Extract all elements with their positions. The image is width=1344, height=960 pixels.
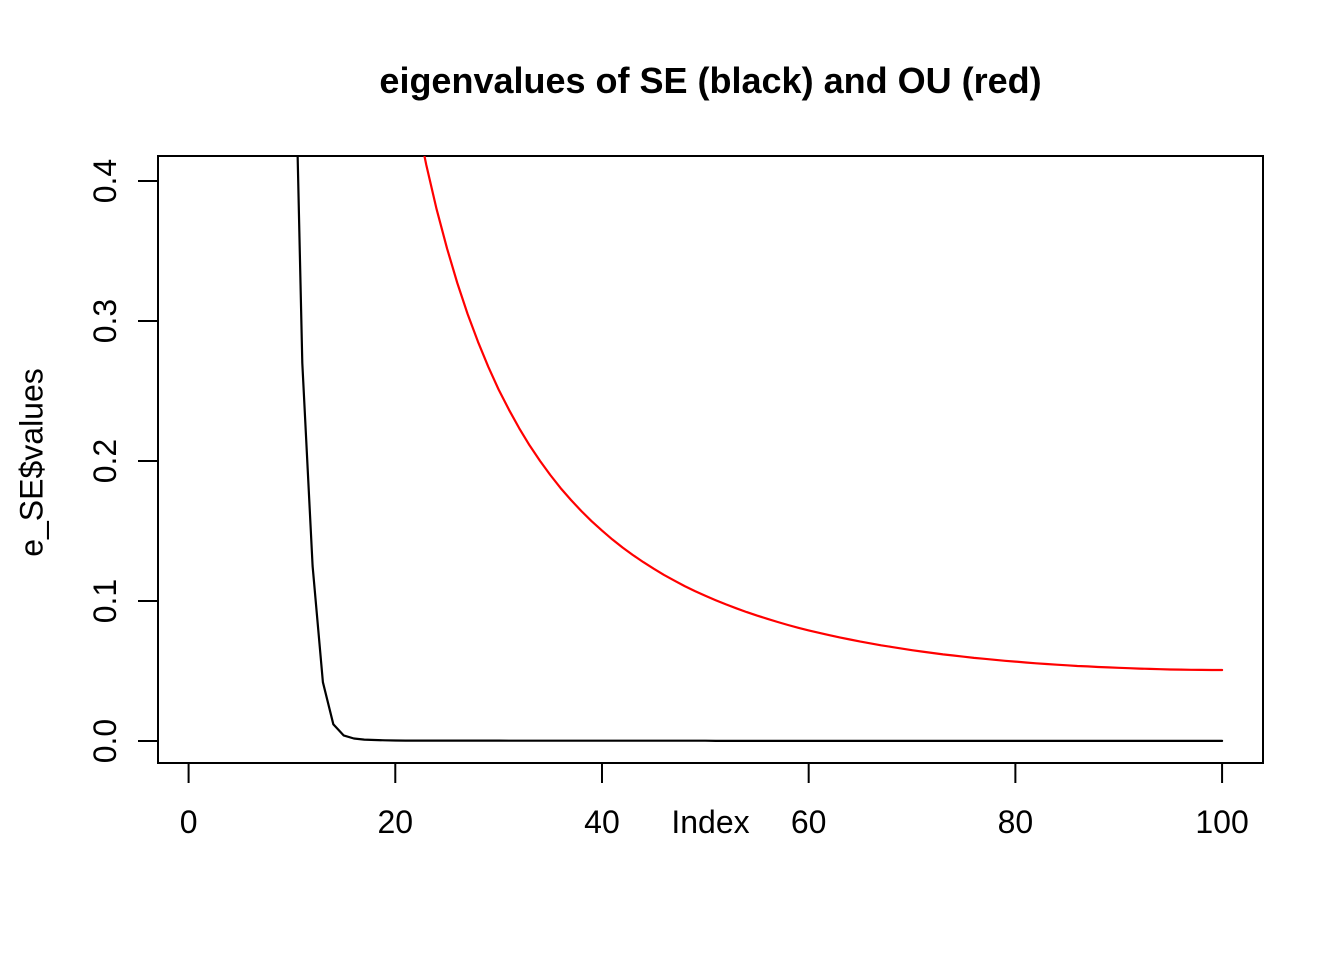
x-axis-label: Index [671, 804, 750, 840]
y-tick-label: 0.1 [87, 579, 123, 623]
y-tick-label: 0.4 [87, 159, 123, 203]
x-tick-label: 40 [584, 804, 620, 840]
y-tick-label: 0.3 [87, 299, 123, 343]
plot-box [157, 155, 1264, 764]
x-tick-label: 100 [1195, 804, 1248, 840]
x-tick-label: 60 [791, 804, 827, 840]
se-series-line [296, 156, 1224, 743]
y-tick-label: 0.0 [87, 719, 123, 763]
x-tick-label: 20 [377, 804, 413, 840]
ou-series-line [423, 156, 1224, 672]
x-tick-label: 0 [180, 804, 198, 840]
chart-title: eigenvalues of SE (black) and OU (red) [379, 60, 1042, 101]
x-tick-label: 80 [998, 804, 1034, 840]
y-tick-label: 0.2 [87, 439, 123, 483]
